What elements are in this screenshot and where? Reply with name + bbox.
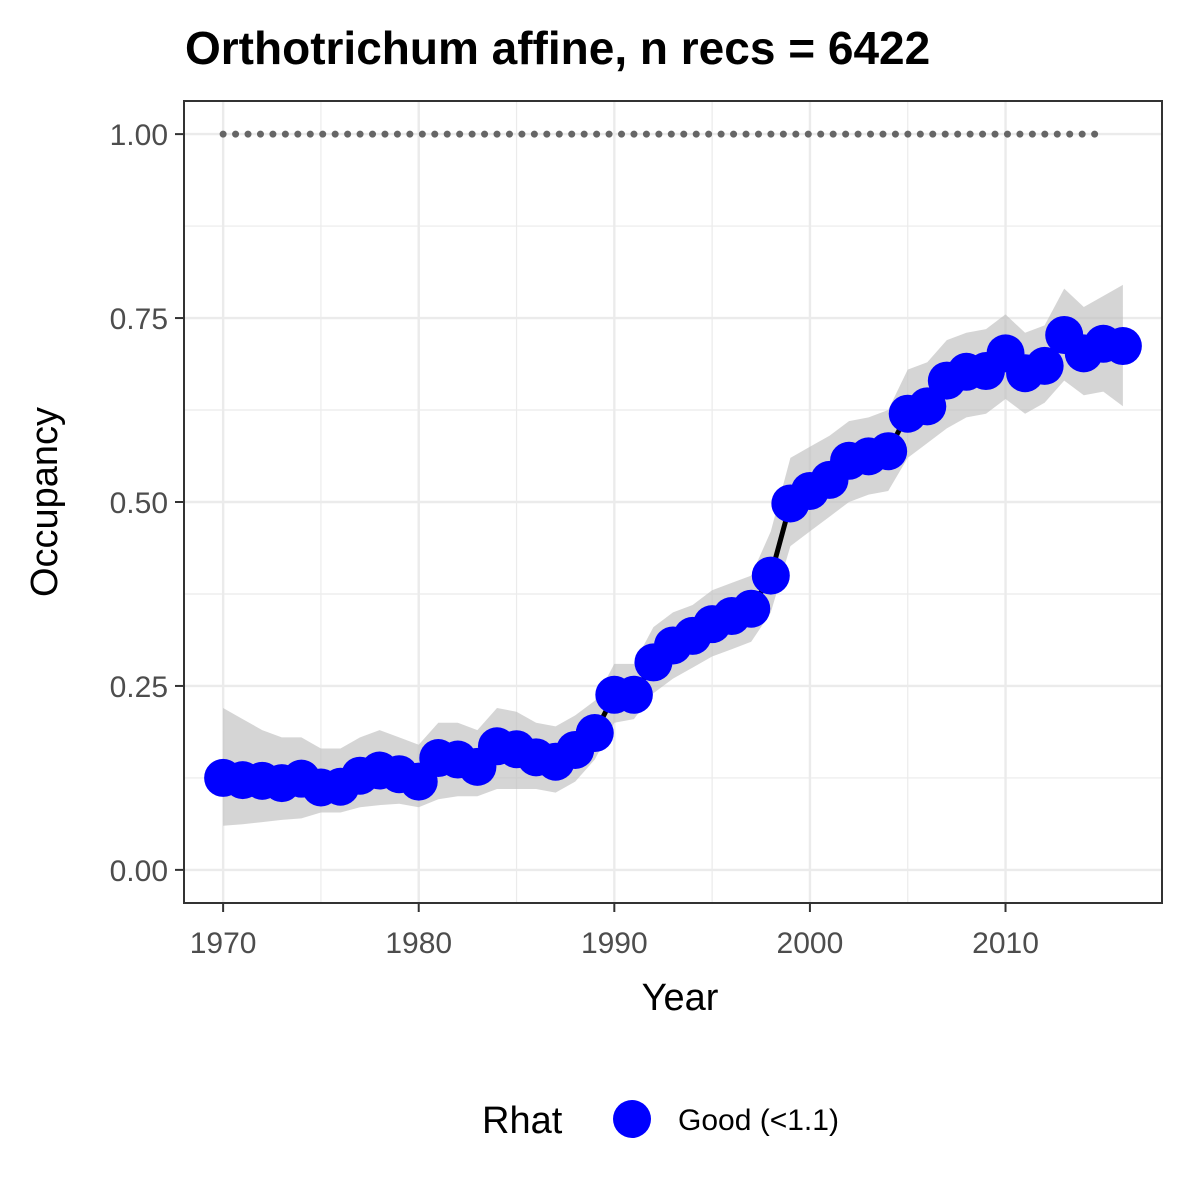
x-tick-label: 2010	[972, 927, 1039, 960]
legend-title: Rhat	[482, 1100, 563, 1142]
y-tick-label: 0.75	[110, 303, 168, 336]
legend-key-good-marker	[613, 1100, 651, 1138]
legend: Rhat Good (<1.1)	[482, 1100, 839, 1142]
y-tick-label: 1.00	[110, 119, 168, 152]
gridlines	[184, 101, 1162, 903]
y-tick-label: 0.00	[110, 855, 168, 888]
data-point-2012	[1025, 346, 1064, 385]
data-point-2016	[1103, 327, 1142, 366]
y-axis: 0.00 0.25 0.50 0.75 1.00	[110, 119, 184, 888]
y-tick-label: 0.25	[110, 671, 168, 704]
data-point-1989	[575, 714, 614, 753]
x-tick-label: 1990	[581, 927, 648, 960]
legend-label-good: Good (<1.1)	[678, 1104, 839, 1137]
data-point-2004	[869, 432, 908, 471]
chart-title: Orthotrichum affine, n recs = 6422	[185, 22, 930, 74]
data-points-layer	[204, 315, 1142, 807]
y-tick-label: 0.50	[110, 487, 168, 520]
x-tick-label: 1980	[385, 927, 452, 960]
data-point-1998	[751, 556, 790, 595]
x-axis-title: Year	[642, 977, 719, 1019]
data-point-1997	[732, 589, 771, 628]
data-point-1991	[614, 675, 653, 714]
x-axis: 1970 1980 1990 2000 2010	[190, 903, 1039, 960]
x-tick-label: 2000	[777, 927, 844, 960]
x-tick-label: 1970	[190, 927, 257, 960]
y-axis-title: Occupancy	[24, 407, 66, 597]
data-point-2006	[908, 387, 947, 426]
plot-area	[183, 100, 1163, 904]
